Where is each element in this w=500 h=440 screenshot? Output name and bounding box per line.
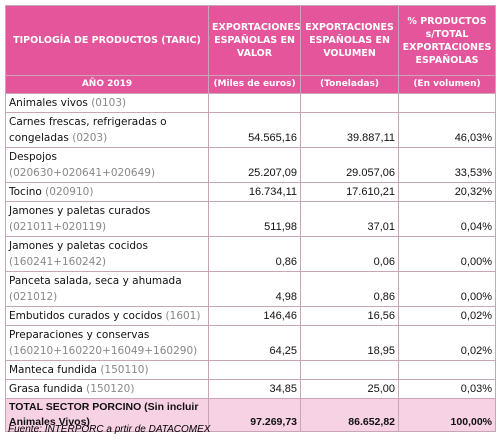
- value-cell: 39.887,11: [300, 112, 399, 148]
- table-row: Jamones y paletas cocidos (160241+160242…: [5, 236, 496, 272]
- product-code: (021012): [9, 291, 58, 303]
- value-cell: 25.207,09: [208, 147, 301, 183]
- product-name: Preparaciones y conservas: [9, 329, 150, 341]
- value-cell: 34,85: [208, 379, 301, 399]
- product-code: (0203): [72, 132, 108, 144]
- subheader: (Toneladas): [300, 75, 399, 94]
- value-cell: 20,32%: [398, 182, 496, 202]
- value-cell: 0,00%: [398, 236, 496, 272]
- value-cell: 16.734,11: [208, 182, 301, 202]
- value-cell: 33,53%: [398, 147, 496, 183]
- header-column: EXPORTACIONES ESPAÑOLAS EN VALOR: [208, 5, 301, 76]
- product-cell: Jamones y paletas cocidos (160241+160242…: [5, 236, 209, 272]
- table-row: Preparaciones y conservas (160210+160220…: [5, 325, 496, 361]
- product-code: (0103): [91, 97, 127, 109]
- value-cell: 0,02%: [398, 306, 496, 326]
- table-row: Despojos (020630+020641+020649) 25.207,09…: [5, 147, 496, 183]
- table-row: Panceta salada, seca y ahumada (021012) 4…: [5, 271, 496, 307]
- table-row: Carnes frescas, refrigeradas o congelada…: [5, 112, 496, 148]
- product-code: (020910): [45, 186, 94, 198]
- total-label: TOTAL SECTOR PORCINO (Sin incluir Animal…: [5, 398, 209, 432]
- product-name: Embutidos curados y cocidos: [9, 310, 163, 322]
- value-cell: 17.610,21: [300, 182, 399, 202]
- total-value: 86.652,82: [300, 398, 399, 432]
- value-cell: 16,56: [300, 306, 399, 326]
- total-value: 97.269,73: [208, 398, 301, 432]
- product-cell: Panceta salada, seca y ahumada (021012): [5, 271, 209, 307]
- value-cell: [208, 93, 301, 113]
- product-name: Tocino: [9, 186, 42, 198]
- table-row: Manteca fundida (150110): [5, 360, 496, 380]
- product-name: Animales vivos: [9, 97, 88, 109]
- table-row: Embutidos curados y cocidos (1601) 146,46…: [5, 306, 496, 326]
- subheader: AÑO 2019: [5, 75, 209, 94]
- product-cell: Carnes frescas, refrigeradas o congelada…: [5, 112, 209, 148]
- product-code: (160241+160242): [9, 256, 107, 268]
- header-column: EXPORTACIONES ESPAÑOLAS EN VOLUMEN: [300, 5, 399, 76]
- product-name: Despojos: [9, 151, 57, 163]
- value-cell: [300, 360, 399, 380]
- total-row: TOTAL SECTOR PORCINO (Sin incluir Animal…: [5, 398, 496, 432]
- value-cell: 54.565,16: [208, 112, 301, 148]
- value-cell: 29.057,06: [300, 147, 399, 183]
- product-code: (021011+020119): [9, 221, 107, 233]
- value-cell: [398, 360, 496, 380]
- table-row: Grasa fundida (150120) 34,85 25,00 0,03%: [5, 379, 496, 399]
- product-code: (150110): [100, 364, 149, 376]
- product-cell: Grasa fundida (150120): [5, 379, 209, 399]
- subheader: (Miles de euros): [208, 75, 301, 94]
- value-cell: 64,25: [208, 325, 301, 361]
- value-cell: 46,03%: [398, 112, 496, 148]
- product-cell: Preparaciones y conservas (160210+160220…: [5, 325, 209, 361]
- product-cell: Jamones y paletas curados (021011+020119…: [5, 201, 209, 237]
- product-name: Panceta salada, seca y ahumada: [9, 275, 182, 287]
- value-cell: 0,00%: [398, 271, 496, 307]
- subheader: (En volumen): [398, 75, 496, 94]
- table-row: Tocino (020910) 16.734,11 17.610,21 20,32%: [5, 182, 496, 202]
- header-title: TIPOLOGÍA DE PRODUCTOS (TARIC): [5, 5, 209, 76]
- value-cell: 4,98: [208, 271, 301, 307]
- product-cell: Animales vivos (0103): [5, 93, 209, 113]
- table-body: Animales vivos (0103) Carnes frescas, ref…: [5, 93, 496, 432]
- value-cell: 37,01: [300, 201, 399, 237]
- product-name: Carnes frescas, refrigeradas o congelada…: [9, 116, 167, 144]
- table-row: Animales vivos (0103): [5, 93, 496, 113]
- product-cell: Tocino (020910): [5, 182, 209, 202]
- export-table: TIPOLOGÍA DE PRODUCTOS (TARIC) EXPORTACIO…: [5, 5, 496, 432]
- total-value: 100,00%: [398, 398, 496, 432]
- value-cell: 0,86: [208, 236, 301, 272]
- product-code: (150120): [86, 383, 135, 395]
- source-note: Fuente: INTERPORC a prtir de DATACOMEX: [8, 424, 211, 435]
- product-name: Manteca fundida: [9, 364, 97, 376]
- product-cell: Embutidos curados y cocidos (1601): [5, 306, 209, 326]
- product-code: (1601): [165, 310, 201, 322]
- product-cell: Manteca fundida (150110): [5, 360, 209, 380]
- value-cell: 0,06: [300, 236, 399, 272]
- value-cell: 0,02%: [398, 325, 496, 361]
- product-name: Grasa fundida: [9, 383, 83, 395]
- value-cell: [300, 93, 399, 113]
- product-code: (160210+160220+16049+160290): [9, 345, 198, 357]
- value-cell: [398, 93, 496, 113]
- value-cell: 0,04%: [398, 201, 496, 237]
- table-row: Jamones y paletas curados (021011+020119…: [5, 201, 496, 237]
- header-column: % PRODUCTOS s/TOTAL EXPORTACIONES ESPAÑO…: [398, 5, 496, 76]
- value-cell: 25,00: [300, 379, 399, 399]
- value-cell: 0,86: [300, 271, 399, 307]
- product-code: (020630+020641+020649): [9, 167, 156, 179]
- product-name: Jamones y paletas cocidos: [9, 240, 148, 252]
- value-cell: 0,03%: [398, 379, 496, 399]
- value-cell: 18,95: [300, 325, 399, 361]
- product-cell: Despojos (020630+020641+020649): [5, 147, 209, 183]
- value-cell: 511,98: [208, 201, 301, 237]
- product-name: Jamones y paletas curados: [9, 205, 151, 217]
- value-cell: 146,46: [208, 306, 301, 326]
- value-cell: [208, 360, 301, 380]
